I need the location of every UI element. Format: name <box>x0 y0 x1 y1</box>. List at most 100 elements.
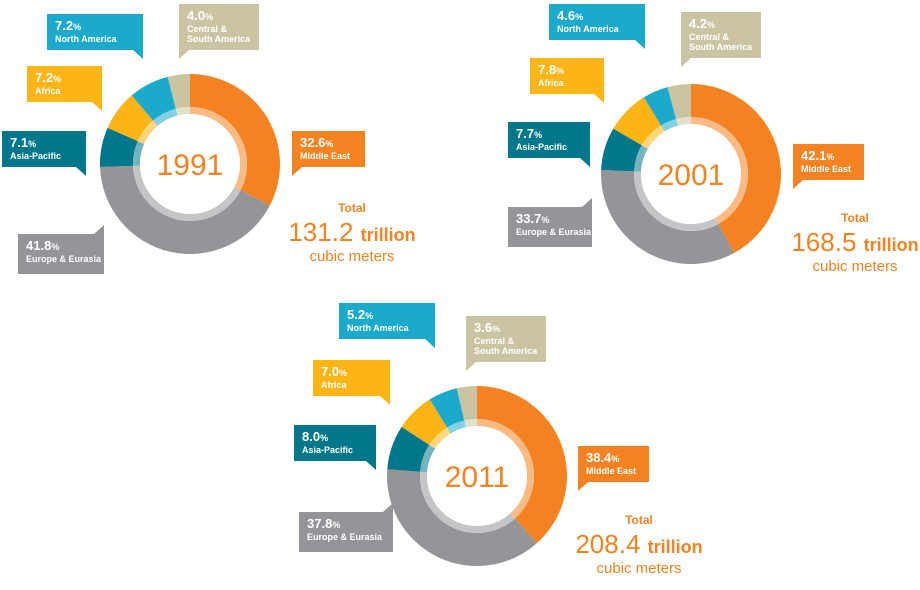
callout-1991-middle-east-name-label: Middle East <box>300 151 350 161</box>
inner-ring-1991-europe-and-eurasia <box>133 165 241 222</box>
callout-1991-north-america-callout <box>47 14 143 59</box>
callout-2011-africa-pct-sign: % <box>339 368 347 378</box>
callout-2001-central-and-south-america-name-label: Central & <box>689 32 730 42</box>
total-unit2-2011: cubic meters <box>596 560 681 577</box>
callout-2001-central-and-south-america-pct-label: 4.2% <box>689 16 715 31</box>
callout-2001-europe-and-eurasia-name-label: Europe & Eurasia <box>516 227 592 237</box>
total-label-2011: Total <box>625 513 653 527</box>
callout-1991-africa-name-label: Africa <box>35 86 62 96</box>
callout-2011-north-america-callout <box>339 303 435 348</box>
callout-1991-central-and-south-america-callout <box>179 4 259 59</box>
callout-2011-north-america-pct-sign: % <box>365 311 373 321</box>
callout-2011-central-and-south-america-name-label: South America <box>474 346 538 356</box>
callout-1991-central-and-south-america-name-label: Central & <box>187 24 228 34</box>
inner-ring-1991-africa <box>137 120 158 144</box>
callout-2011-asia-pacific-pct-sign: % <box>320 433 328 443</box>
callout-2011-central-and-south-america-pct-sign: % <box>492 324 500 334</box>
inner-ring-2011-middle-east <box>477 419 534 519</box>
callout-2011-north-america-name-label: North America <box>347 323 410 333</box>
callout-1991-north-america-pct-sign: % <box>73 22 81 32</box>
callout-1991-central-and-south-america-name-label: South America <box>187 34 251 44</box>
slice-2011-europe-and-eurasia <box>387 469 537 566</box>
callout-2011-central-and-south-america-name-label: Central & <box>474 336 515 346</box>
inner-ring-2001-africa <box>641 125 665 149</box>
slice-2001-europe-and-eurasia <box>601 169 735 265</box>
callout-1991-europe-and-eurasia-pct-label: 41.8% <box>26 238 59 253</box>
callout-2001-asia-pacific-pct-sign: % <box>534 130 542 140</box>
total-unit-2001: trillion <box>864 235 919 255</box>
callout-1991-north-america-pct-label: 7.2% <box>55 18 81 33</box>
callout-2011-europe-and-eurasia-name-label: Europe & Eurasia <box>307 532 383 542</box>
inner-ring-2001-europe-and-eurasia <box>634 171 719 232</box>
callout-2001-north-america-callout <box>549 4 645 49</box>
callout-1991-asia-pacific-pct-sign: % <box>28 139 36 149</box>
callout-1991-middle-east-pct-label: 32.6% <box>300 135 333 150</box>
total-value-2011: 208.4 trillion <box>575 529 702 559</box>
slice-1991-north-america <box>131 76 176 121</box>
callout-2011-africa-callout <box>313 360 390 405</box>
slice-1991-europe-and-eurasia <box>100 165 270 254</box>
inner-ring-2001-middle-east <box>691 117 749 225</box>
callout-1991-africa-callout <box>27 66 102 111</box>
slice-1991-asia-pacific <box>100 127 138 167</box>
callout-2011-middle-east-name-label: Middle East <box>586 466 636 476</box>
total-unit-2011: trillion <box>648 537 703 557</box>
callout-2001-central-and-south-america-callout <box>681 12 761 67</box>
callout-1991-africa-pct-label: 7.2% <box>35 70 61 85</box>
callout-2011-asia-pacific-name-label: Asia-Pacific <box>302 445 353 455</box>
callout-2011-africa-name-label: Africa <box>321 380 348 390</box>
callout-2001-africa-pct-sign: % <box>556 66 564 76</box>
slice-2011-middle-east <box>477 386 567 544</box>
callout-2001-africa-callout <box>530 58 604 103</box>
callout-2011-asia-pacific-pct-label: 8.0% <box>302 429 328 444</box>
callout-1991-europe-and-eurasia-pct-sign: % <box>51 242 59 252</box>
donut-hole-2011 <box>427 426 527 526</box>
callout-2001-north-america-pct-sign: % <box>575 12 583 22</box>
callout-2001-europe-and-eurasia-callout <box>508 198 592 247</box>
callout-2001-middle-east-pct-label: 42.1% <box>801 148 834 163</box>
inner-ring-2011-north-america <box>447 420 466 434</box>
callout-1991-central-and-south-america-pct-label: 4.0% <box>187 8 213 23</box>
slice-1991-central-and-south-america <box>167 74 190 109</box>
slice-2001-africa <box>613 97 662 146</box>
inner-ring-1991-asia-pacific <box>132 141 145 166</box>
callout-1991-north-america-name-label: North America <box>55 34 118 44</box>
slice-1991-africa <box>107 95 154 142</box>
callout-1991-europe-and-eurasia-name-label: Europe & Eurasia <box>26 254 102 264</box>
callout-2011-north-america-pct-label: 5.2% <box>347 307 373 322</box>
callout-2001-north-america-name-label: North America <box>557 24 620 34</box>
year-label-2011: 2011 <box>445 461 510 494</box>
total-unit2-1991: cubic meters <box>309 248 394 265</box>
inner-ring-2011-africa <box>429 427 451 449</box>
slice-2011-central-and-south-america <box>456 386 477 421</box>
callout-2011-europe-and-eurasia-callout <box>299 503 393 552</box>
callout-2011-central-and-south-america-pct-label: 3.6% <box>474 320 500 335</box>
callout-2011-middle-east-pct-label: 38.4% <box>586 450 619 465</box>
slice-2011-africa <box>401 399 448 445</box>
callout-1991-europe-and-eurasia-callout <box>18 225 104 274</box>
callout-1991-central-and-south-america-pct-sign: % <box>205 12 213 22</box>
callout-1991-middle-east-pct-sign: % <box>325 139 333 149</box>
total-label-2001: Total <box>841 211 869 225</box>
inner-ring-2001-central-and-south-america <box>676 117 691 126</box>
total-value-1991: 131.2 trillion <box>288 217 415 247</box>
inner-ring-2001-asia-pacific <box>634 145 648 172</box>
callout-1991-asia-pacific-name-label: Asia-Pacific <box>10 151 61 161</box>
inner-ring-1991-central-and-south-america <box>175 107 190 116</box>
callout-2001-asia-pacific-pct-label: 7.7% <box>516 126 542 141</box>
total-value-2001: 168.5 trillion <box>791 227 918 257</box>
callout-2001-europe-and-eurasia-pct-label: 33.7% <box>516 211 549 226</box>
slice-2001-middle-east <box>691 84 781 254</box>
callout-2001-africa-pct-label: 7.8% <box>538 62 564 77</box>
callout-2001-middle-east-pct-sign: % <box>826 152 834 162</box>
callout-1991-asia-pacific-pct-label: 7.1% <box>10 135 36 150</box>
total-label-1991: Total <box>338 201 366 215</box>
slice-2001-asia-pacific <box>601 128 642 172</box>
callout-2011-central-and-south-america-callout <box>466 316 546 371</box>
callout-2011-europe-and-eurasia-pct-sign: % <box>332 520 340 530</box>
inner-ring-2011-europe-and-eurasia <box>420 471 515 533</box>
callout-2011-asia-pacific-callout <box>294 425 376 470</box>
slice-2001-north-america <box>643 87 677 126</box>
callout-1991-asia-pacific-callout <box>2 131 86 176</box>
